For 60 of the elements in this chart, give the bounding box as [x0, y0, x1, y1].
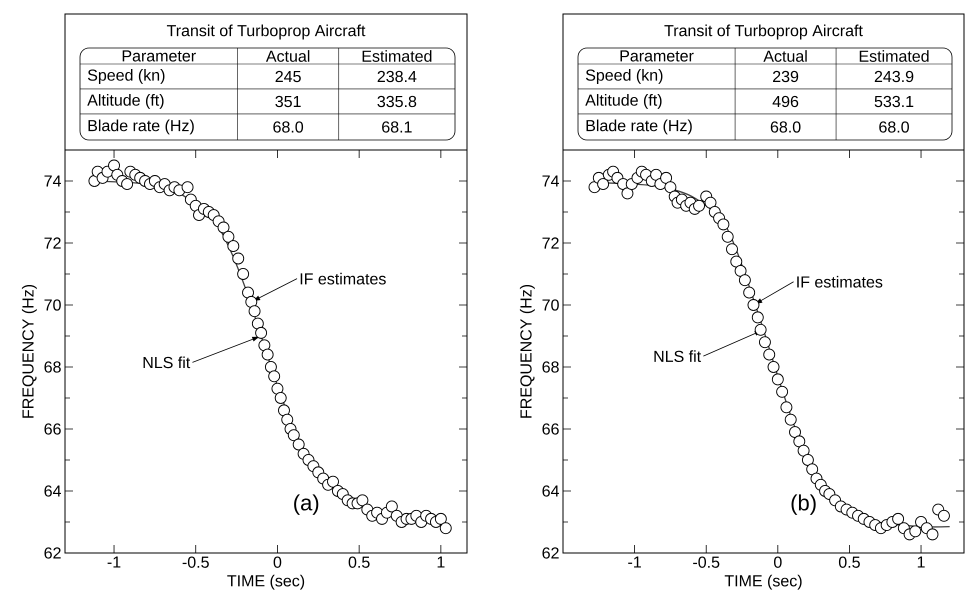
y-tick-label: 68 [44, 361, 61, 373]
text: Blade rate (Hz) [88, 120, 194, 134]
annotation: (a) [294, 494, 318, 515]
text: 239 [773, 70, 798, 82]
text: Altitude (ft) [87, 94, 164, 109]
text: Estimated [860, 50, 929, 62]
x-tick-label: 0.5 [348, 556, 370, 568]
text: 238.4 [378, 70, 416, 82]
text: 243.9 [874, 70, 914, 82]
y-tick-label: 72 [44, 237, 61, 249]
x-tick-label: 0 [774, 556, 782, 568]
chart-title: Transit of Turboprop Aircraft [664, 24, 863, 40]
x-tick-label: 0 [274, 556, 282, 568]
y-tick-label: 72 [542, 237, 559, 249]
text: Altitude (ft) [585, 94, 662, 109]
text: Speed (kn) [88, 69, 164, 84]
x-tick-label: 1 [438, 556, 445, 568]
text: 68.0 [273, 121, 304, 133]
y-tick-label: 74 [44, 175, 61, 186]
x-tick-label: -1 [628, 556, 641, 568]
text: Blade rate (Hz) [586, 120, 692, 134]
text: Parameter [620, 50, 694, 62]
y-tick-label: 66 [44, 423, 61, 435]
text: 245 [276, 70, 301, 82]
y-tick-label: 68 [542, 361, 559, 373]
y-tick-label: 66 [542, 423, 559, 435]
chart-title: Transit of Turboprop Aircraft [166, 24, 366, 40]
y-axis-title: FREQUENCY (Hz) [520, 284, 535, 418]
annotation: NLS fit [654, 350, 702, 362]
x-tick-label: 0.5 [838, 556, 860, 568]
x-tick-label: -1 [108, 556, 120, 568]
x-tick-label: -0.5 [693, 556, 720, 568]
x-tick-label: -0.5 [182, 556, 209, 568]
annotation: NLS fit [144, 356, 190, 368]
text: Speed (kn) [586, 69, 662, 84]
text: 496 [772, 96, 798, 108]
annotation: (b) [792, 494, 816, 515]
y-tick-label: 70 [542, 299, 559, 311]
y-tick-label: 64 [542, 485, 559, 497]
y-tick-label: 62 [542, 547, 559, 559]
text: 68.0 [879, 121, 909, 133]
annotation: IF estimates [797, 276, 882, 288]
x-axis-title: TIME (sec) [724, 574, 802, 590]
y-tick-label: 74 [542, 175, 559, 186]
y-tick-label: 62 [44, 547, 61, 559]
text: Estimated [362, 50, 432, 62]
x-axis-title: TIME (sec) [227, 574, 304, 590]
y-tick-label: 64 [44, 485, 61, 497]
annotation: IF estimates [300, 272, 386, 285]
text: Parameter [122, 50, 196, 62]
text: 335.8 [377, 96, 416, 108]
text: 533.1 [874, 96, 914, 108]
y-tick-label: 70 [44, 299, 61, 311]
x-tick-label: 1 [918, 556, 925, 568]
text: Actual [266, 50, 310, 62]
text: 68.0 [770, 121, 801, 133]
text: 351 [275, 96, 301, 108]
text: Actual [763, 50, 807, 62]
text: 68.1 [382, 121, 412, 133]
y-axis-title: FREQUENCY (Hz) [22, 284, 37, 418]
